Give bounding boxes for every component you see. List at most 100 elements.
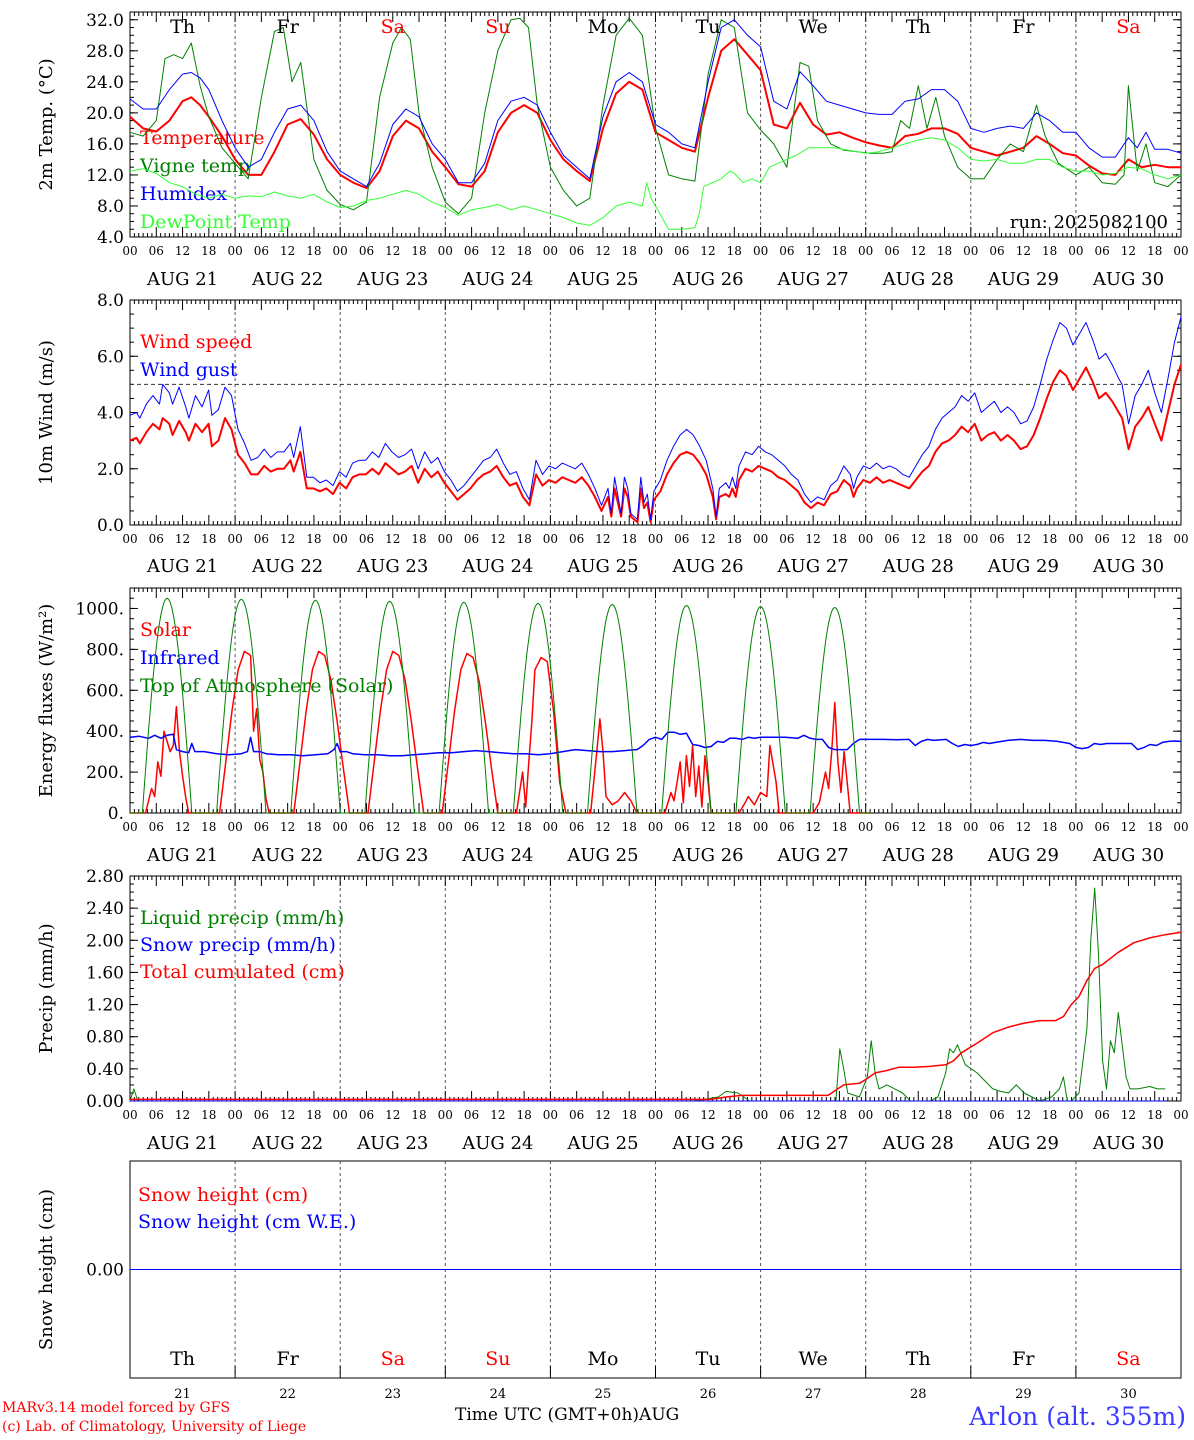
x-tick-label: 18 bbox=[727, 820, 742, 834]
x-tick-label: 06 bbox=[674, 820, 689, 834]
x-tick-label: 00 bbox=[1068, 820, 1083, 834]
day-number: 25 bbox=[595, 1387, 612, 1402]
date-label: AUG 27 bbox=[777, 1133, 849, 1154]
x-tick-label: 12 bbox=[700, 244, 715, 258]
y-tick-label: 1.20 bbox=[86, 996, 124, 1016]
y-tick-label: 1.60 bbox=[86, 963, 124, 983]
x-tick-label: 12 bbox=[911, 1108, 926, 1122]
x-tick-label: 18 bbox=[411, 1108, 426, 1122]
y-tick-label: 6.0 bbox=[97, 347, 124, 367]
x-tick-label: 18 bbox=[622, 1108, 637, 1122]
x-tick-label: 12 bbox=[1016, 1108, 1031, 1122]
x-tick-label: 06 bbox=[254, 820, 269, 834]
x-tick-label: 06 bbox=[1095, 820, 1110, 834]
x-tick-label: 00 bbox=[543, 244, 558, 258]
x-tick-label: 12 bbox=[1016, 820, 1031, 834]
x-tick-label: 18 bbox=[516, 532, 531, 546]
x-tick-label: 12 bbox=[700, 1108, 715, 1122]
x-tick-label: 12 bbox=[595, 1108, 610, 1122]
x-tick-label: 06 bbox=[464, 244, 479, 258]
day-name: Fr bbox=[1012, 16, 1035, 38]
x-tick-label: 12 bbox=[175, 244, 190, 258]
x-tick-label: 06 bbox=[1095, 1108, 1110, 1122]
x-tick-label: 00 bbox=[1173, 532, 1188, 546]
y-tick-label: 24.0 bbox=[86, 73, 124, 93]
x-tick-label: 18 bbox=[1147, 820, 1162, 834]
run-label: run: 2025082100 bbox=[1010, 212, 1168, 233]
panel-frame bbox=[129, 299, 1182, 526]
x-tick-label: 18 bbox=[201, 1108, 216, 1122]
credit-line-2: (c) Lab. of Climatology, University of L… bbox=[2, 1419, 307, 1435]
day-name: We bbox=[799, 16, 828, 38]
x-tick-label: 18 bbox=[622, 244, 637, 258]
day-number: 29 bbox=[1015, 1387, 1032, 1402]
x-tick-label: 00 bbox=[227, 1108, 242, 1122]
legend-entry: Wind speed bbox=[140, 331, 252, 353]
date-label: AUG 21 bbox=[146, 556, 218, 577]
x-tick-label: 00 bbox=[543, 532, 558, 546]
x-tick-label: 18 bbox=[937, 1108, 952, 1122]
day-name: Fr bbox=[277, 16, 300, 38]
date-label: AUG 24 bbox=[461, 556, 533, 577]
day-name-bottom: Sa bbox=[381, 1348, 405, 1370]
legend-entry: Vigne temp bbox=[139, 155, 250, 177]
x-tick-label: 00 bbox=[438, 820, 453, 834]
date-label: AUG 29 bbox=[987, 845, 1059, 866]
day-name-bottom: Tu bbox=[696, 1348, 721, 1370]
x-tick-label: 12 bbox=[175, 532, 190, 546]
y-tick-label: 32.0 bbox=[86, 11, 124, 31]
date-label: AUG 26 bbox=[671, 269, 743, 290]
x-tick-label: 12 bbox=[806, 820, 821, 834]
series-line-humidex bbox=[129, 19, 1182, 188]
x-tick-label: 12 bbox=[1121, 820, 1136, 834]
x-tick-label: 06 bbox=[1095, 244, 1110, 258]
x-tick-label: 12 bbox=[280, 1108, 295, 1122]
date-label: AUG 22 bbox=[251, 556, 323, 577]
date-label: AUG 24 bbox=[461, 1133, 533, 1154]
y-tick-label: 0.40 bbox=[86, 1060, 124, 1080]
x-tick-label: 06 bbox=[674, 1108, 689, 1122]
x-tick-label: 18 bbox=[201, 820, 216, 834]
day-name: Su bbox=[485, 16, 510, 38]
x-tick-label: 00 bbox=[1068, 532, 1083, 546]
x-tick-label: 18 bbox=[832, 532, 847, 546]
xaxis-title: Time UTC (GMT+0h)AUG bbox=[455, 1405, 679, 1425]
panel-frame bbox=[129, 587, 1182, 814]
legend-entry: Liquid precip (mm/h) bbox=[140, 907, 344, 929]
x-tick-label: 00 bbox=[858, 820, 873, 834]
x-tick-label: 12 bbox=[911, 244, 926, 258]
credit-line-1: MARv3.14 model forced by GFS bbox=[2, 1400, 231, 1416]
x-tick-label: 00 bbox=[648, 532, 663, 546]
x-tick-label: 18 bbox=[1147, 244, 1162, 258]
x-tick-label: 18 bbox=[516, 820, 531, 834]
x-tick-label: 06 bbox=[254, 244, 269, 258]
y-tick-label: 600. bbox=[86, 681, 124, 701]
day-number: 27 bbox=[805, 1387, 822, 1402]
day-number: 28 bbox=[910, 1387, 927, 1402]
legend-entry: Temperature bbox=[140, 127, 264, 149]
x-tick-label: 06 bbox=[149, 244, 164, 258]
x-tick-label: 12 bbox=[490, 1108, 505, 1122]
x-tick-label: 18 bbox=[411, 532, 426, 546]
x-tick-label: 06 bbox=[149, 532, 164, 546]
x-tick-label: 18 bbox=[1042, 1108, 1057, 1122]
y-axis-label: Precip (mm/h) bbox=[36, 923, 57, 1053]
day-name: Sa bbox=[1116, 16, 1140, 38]
x-tick-label: 00 bbox=[1068, 244, 1083, 258]
x-tick-label: 06 bbox=[779, 820, 794, 834]
x-tick-label: 18 bbox=[1147, 1108, 1162, 1122]
x-tick-label: 06 bbox=[779, 532, 794, 546]
x-tick-label: 06 bbox=[569, 1108, 584, 1122]
x-tick-label: 18 bbox=[411, 244, 426, 258]
x-tick-label: 00 bbox=[648, 820, 663, 834]
date-label: AUG 22 bbox=[251, 1133, 323, 1154]
date-label: AUG 25 bbox=[566, 269, 638, 290]
date-label: AUG 29 bbox=[987, 269, 1059, 290]
x-tick-label: 18 bbox=[832, 1108, 847, 1122]
legend-entry: DewPoint Temp bbox=[140, 211, 291, 233]
x-tick-label: 06 bbox=[884, 532, 899, 546]
y-tick-label: 2.40 bbox=[86, 899, 124, 919]
x-tick-label: 18 bbox=[727, 532, 742, 546]
series-line-temperature bbox=[129, 38, 1181, 190]
